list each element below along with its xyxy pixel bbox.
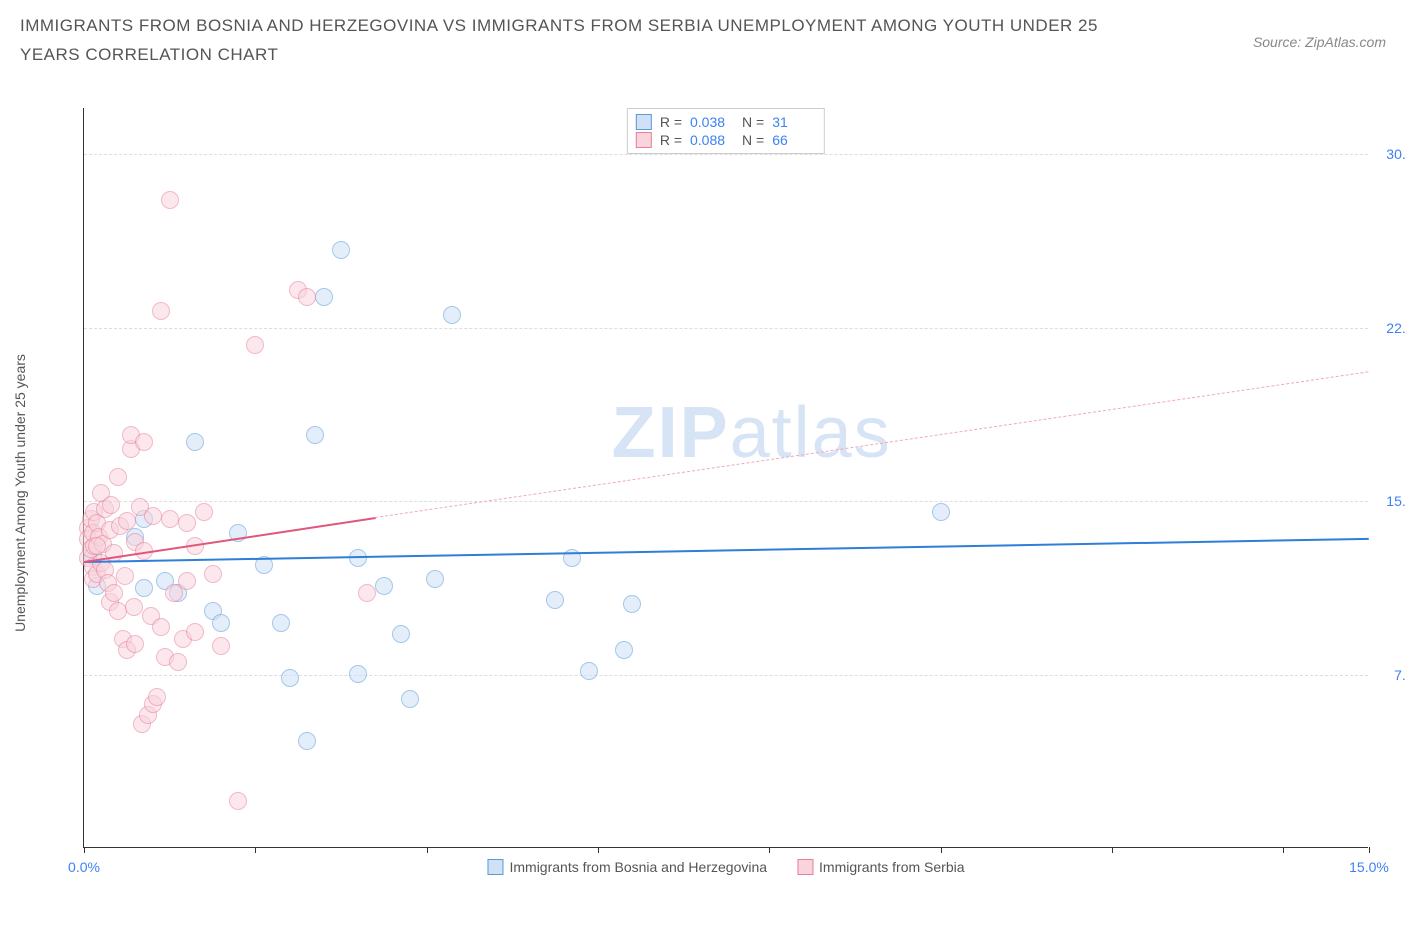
scatter-point bbox=[135, 579, 153, 597]
x-tick bbox=[84, 847, 85, 853]
correlation-stats-box: R = 0.038 N = 31 R = 0.088 N = 66 bbox=[627, 108, 825, 154]
scatter-point bbox=[161, 191, 179, 209]
legend-item: Immigrants from Bosnia and Herzegovina bbox=[487, 859, 767, 875]
legend-label: Immigrants from Bosnia and Herzegovina bbox=[509, 859, 767, 875]
gridline bbox=[84, 154, 1368, 155]
x-tick bbox=[769, 847, 770, 853]
scatter-point bbox=[349, 665, 367, 683]
n-value: 66 bbox=[772, 132, 816, 148]
scatter-point bbox=[195, 503, 213, 521]
scatter-point bbox=[580, 662, 598, 680]
x-tick bbox=[1369, 847, 1370, 853]
legend-item: Immigrants from Serbia bbox=[797, 859, 964, 875]
r-value: 0.088 bbox=[690, 132, 734, 148]
r-value: 0.038 bbox=[690, 114, 734, 130]
n-label: N = bbox=[742, 132, 764, 148]
gridline bbox=[84, 501, 1368, 502]
scatter-point bbox=[298, 288, 316, 306]
y-tick-label: 15.0% bbox=[1374, 493, 1406, 509]
scatter-point bbox=[932, 503, 950, 521]
scatter-point bbox=[401, 690, 419, 708]
legend: Immigrants from Bosnia and Herzegovina Im… bbox=[487, 859, 964, 875]
legend-label: Immigrants from Serbia bbox=[819, 859, 964, 875]
y-tick-label: 7.5% bbox=[1374, 667, 1406, 683]
r-label: R = bbox=[660, 132, 682, 148]
scatter-point bbox=[375, 577, 393, 595]
scatter-point bbox=[358, 584, 376, 602]
scatter-point bbox=[135, 433, 153, 451]
scatter-point bbox=[315, 288, 333, 306]
stats-row: R = 0.088 N = 66 bbox=[636, 131, 816, 149]
gridline bbox=[84, 328, 1368, 329]
scatter-point bbox=[88, 537, 106, 555]
scatter-point bbox=[125, 598, 143, 616]
gridline bbox=[84, 675, 1368, 676]
scatter-point bbox=[204, 565, 222, 583]
scatter-point bbox=[109, 468, 127, 486]
scatter-point bbox=[105, 584, 123, 602]
x-tick-label: 15.0% bbox=[1349, 859, 1389, 875]
x-tick bbox=[1112, 847, 1113, 853]
scatter-point bbox=[212, 614, 230, 632]
scatter-point bbox=[306, 426, 324, 444]
scatter-point bbox=[152, 302, 170, 320]
x-tick-label: 0.0% bbox=[68, 859, 100, 875]
scatter-point bbox=[186, 623, 204, 641]
scatter-point bbox=[229, 792, 247, 810]
scatter-point bbox=[116, 567, 134, 585]
scatter-point bbox=[144, 507, 162, 525]
chart-title: IMMIGRANTS FROM BOSNIA AND HERZEGOVINA V… bbox=[20, 12, 1120, 70]
x-tick bbox=[598, 847, 599, 853]
scatter-point bbox=[443, 306, 461, 324]
scatter-point bbox=[246, 336, 264, 354]
scatter-point bbox=[615, 641, 633, 659]
x-tick bbox=[1283, 847, 1284, 853]
stats-row: R = 0.038 N = 31 bbox=[636, 113, 816, 131]
scatter-point bbox=[623, 595, 641, 613]
x-tick bbox=[427, 847, 428, 853]
x-tick bbox=[255, 847, 256, 853]
y-tick-label: 30.0% bbox=[1374, 146, 1406, 162]
n-label: N = bbox=[742, 114, 764, 130]
scatter-point bbox=[169, 653, 187, 671]
scatter-point bbox=[546, 591, 564, 609]
scatter-point bbox=[148, 688, 166, 706]
r-label: R = bbox=[660, 114, 682, 130]
chart-container: Unemployment Among Youth under 25 years … bbox=[68, 108, 1378, 878]
scatter-point bbox=[161, 510, 179, 528]
scatter-point bbox=[118, 512, 136, 530]
scatter-point bbox=[102, 496, 120, 514]
scatter-point bbox=[426, 570, 444, 588]
legend-swatch bbox=[636, 132, 652, 148]
scatter-point bbox=[178, 572, 196, 590]
y-axis-label: Unemployment Among Youth under 25 years bbox=[12, 354, 28, 632]
scatter-point bbox=[281, 669, 299, 687]
scatter-point bbox=[332, 241, 350, 259]
legend-swatch bbox=[636, 114, 652, 130]
scatter-point bbox=[298, 732, 316, 750]
trend-line bbox=[84, 538, 1369, 563]
y-tick-label: 22.5% bbox=[1374, 320, 1406, 336]
scatter-point bbox=[186, 433, 204, 451]
scatter-point bbox=[212, 637, 230, 655]
scatter-point bbox=[272, 614, 290, 632]
legend-swatch bbox=[797, 859, 813, 875]
scatter-point bbox=[126, 635, 144, 653]
x-tick bbox=[941, 847, 942, 853]
plot-area: ZIPatlas R =0.038N =31R =0.088N =66 Immi… bbox=[83, 108, 1368, 848]
trend-line bbox=[375, 372, 1369, 519]
n-value: 31 bbox=[772, 114, 816, 130]
scatter-point bbox=[178, 514, 196, 532]
legend-swatch bbox=[487, 859, 503, 875]
scatter-point bbox=[152, 618, 170, 636]
source-label: Source: ZipAtlas.com bbox=[1253, 34, 1386, 50]
scatter-point bbox=[392, 625, 410, 643]
